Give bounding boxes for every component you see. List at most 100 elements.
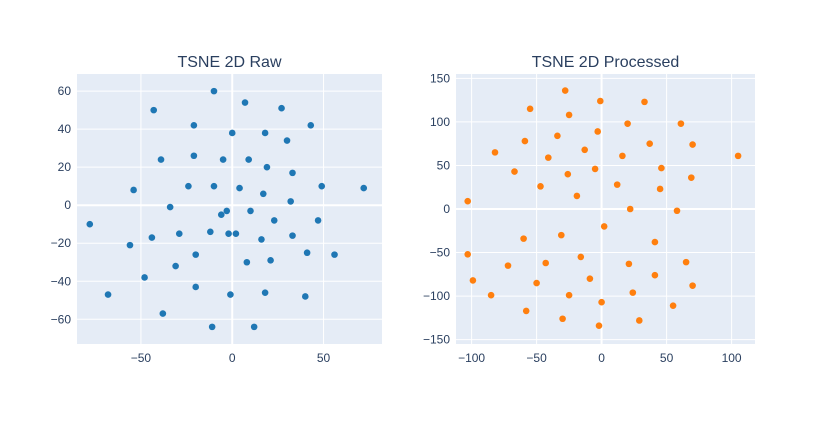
data-point xyxy=(307,122,315,129)
data-point xyxy=(243,258,251,266)
data-point xyxy=(360,184,368,192)
y-tick-label: 60 xyxy=(58,84,72,98)
data-point xyxy=(192,251,200,258)
data-point xyxy=(677,120,685,127)
data-point xyxy=(263,163,271,171)
data-point xyxy=(207,228,214,236)
y-tick-label: 0 xyxy=(443,202,450,216)
y-tick-label: −20 xyxy=(51,236,72,250)
y-tick-label: −50 xyxy=(430,246,451,260)
data-point xyxy=(157,156,165,163)
data-point xyxy=(522,307,530,315)
data-point xyxy=(624,120,631,127)
data-point xyxy=(626,205,634,213)
data-point xyxy=(241,99,249,106)
data-point xyxy=(521,137,529,145)
chart-title: TSNE 2D Processed xyxy=(532,54,680,71)
data-point xyxy=(223,207,231,215)
x-tick-label: 100 xyxy=(722,351,742,365)
data-point xyxy=(219,156,227,163)
data-point xyxy=(270,217,278,224)
data-point xyxy=(283,137,291,144)
data-point xyxy=(331,251,338,258)
data-point xyxy=(86,220,94,228)
data-point xyxy=(464,197,472,205)
data-point xyxy=(520,235,527,242)
data-point xyxy=(267,257,274,264)
data-point xyxy=(172,262,179,270)
panel-tsne-processed: −100 −50 0 50 100 −150 −100 −50 0 50 100 150 TSNE 2D… xyxy=(423,54,755,365)
data-point xyxy=(554,132,561,140)
x-tick-label: 50 xyxy=(660,351,674,365)
data-point xyxy=(533,279,540,287)
data-point xyxy=(594,128,601,135)
data-point xyxy=(586,275,594,282)
data-point xyxy=(491,149,499,156)
data-point xyxy=(545,154,552,161)
data-point xyxy=(301,293,309,300)
data-point xyxy=(619,152,626,160)
data-point xyxy=(597,97,604,105)
data-point xyxy=(289,232,296,239)
data-point xyxy=(559,315,566,323)
data-point xyxy=(166,203,174,211)
data-point xyxy=(185,182,192,190)
data-point xyxy=(192,283,200,291)
data-point xyxy=(245,156,252,163)
data-point xyxy=(573,192,581,200)
x-tick-label: 0 xyxy=(598,351,605,365)
data-point xyxy=(537,183,544,190)
y-tick-label: 0 xyxy=(64,198,71,212)
data-point xyxy=(287,198,294,205)
data-point xyxy=(126,241,134,249)
data-point xyxy=(464,250,472,258)
data-point xyxy=(656,185,664,193)
data-point xyxy=(278,104,285,112)
data-point xyxy=(210,87,218,95)
data-point xyxy=(577,253,585,261)
y-tick-label: 100 xyxy=(430,115,450,129)
data-point xyxy=(595,322,603,330)
x-tick-label: −100 xyxy=(458,351,485,365)
y-tick-label: 50 xyxy=(437,158,451,172)
data-point xyxy=(526,105,534,113)
x-tick-label: 0 xyxy=(229,351,236,365)
data-point xyxy=(487,291,495,299)
data-point xyxy=(511,168,518,175)
panel-tsne-raw: −50 0 50 −60 −40 −20 0 20 40 60 TSNE 2D Raw xyxy=(51,54,382,365)
data-point xyxy=(232,230,240,238)
data-point xyxy=(190,152,198,160)
data-point xyxy=(303,249,311,257)
data-point xyxy=(259,190,267,198)
data-point xyxy=(734,152,742,160)
data-point xyxy=(542,259,549,267)
data-point xyxy=(581,146,588,154)
data-point xyxy=(636,317,643,324)
data-point xyxy=(504,262,512,269)
data-point xyxy=(217,211,225,219)
data-point xyxy=(689,141,696,148)
data-point xyxy=(148,234,156,241)
chart-title: TSNE 2D Raw xyxy=(177,54,281,71)
plot-area xyxy=(77,74,382,344)
data-point xyxy=(236,184,243,192)
data-point xyxy=(228,129,236,137)
data-point xyxy=(561,87,569,94)
y-tick-label: −60 xyxy=(51,312,72,326)
data-point xyxy=(258,236,265,243)
data-point xyxy=(598,298,605,306)
data-point xyxy=(682,258,690,266)
data-point xyxy=(247,207,254,215)
data-point xyxy=(225,230,232,238)
y-tick-label: −150 xyxy=(423,333,450,347)
data-point xyxy=(104,291,112,298)
y-tick-label: 150 xyxy=(430,71,450,85)
data-point xyxy=(646,140,653,147)
data-point xyxy=(469,277,477,284)
data-point xyxy=(651,271,659,279)
y-tick-label: −40 xyxy=(51,274,72,288)
x-tick-label: 50 xyxy=(317,351,331,365)
data-point xyxy=(651,238,659,246)
data-point xyxy=(613,181,621,188)
